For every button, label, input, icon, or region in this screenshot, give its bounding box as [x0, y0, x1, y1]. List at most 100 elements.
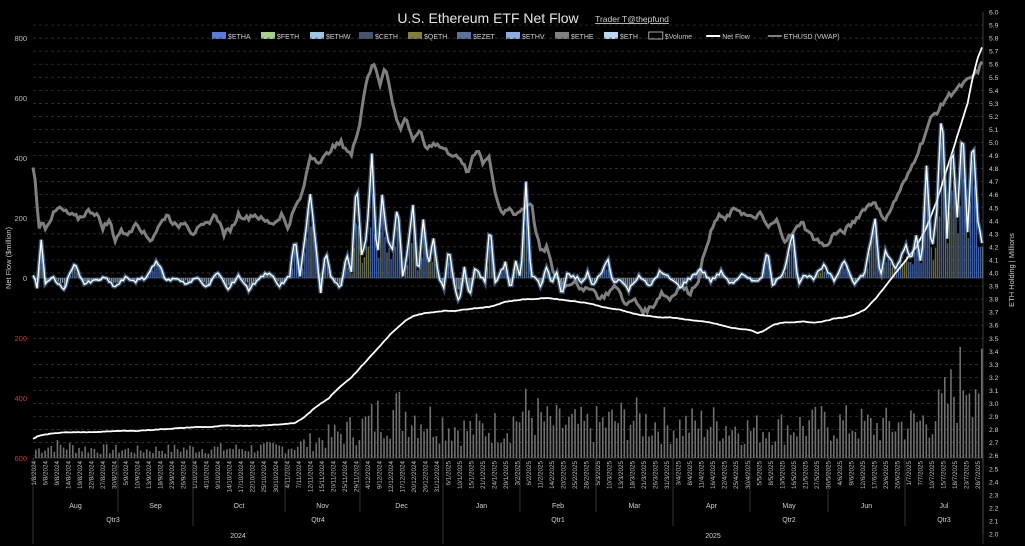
volume-bar [93, 448, 96, 458]
volume-bar [694, 420, 697, 458]
etf-flow-bar [396, 226, 398, 278]
volume-bar [617, 423, 619, 458]
legend-swatch [212, 32, 226, 39]
etf-flow-bar [930, 247, 933, 278]
volume-bar [512, 416, 515, 458]
month-label: Jul [940, 503, 949, 510]
x-tick-label: 22/10/2024 [250, 461, 257, 493]
etf-flow-bar [456, 278, 458, 290]
right-tick-label: 3.1 [989, 388, 999, 395]
volume-bar [601, 417, 604, 458]
volume-bar [53, 451, 56, 458]
volume-bar [290, 448, 293, 458]
etf-flow-bar [226, 278, 228, 286]
etf-flow-bar [628, 278, 631, 290]
volume-bar [124, 449, 127, 458]
volume-bar [802, 425, 804, 458]
etf-flow-bar [334, 278, 337, 281]
volume-bar [552, 425, 555, 458]
left-tick-label: 600 [14, 454, 27, 463]
etf-flow-bar [185, 278, 187, 281]
etf-flow-bar [205, 278, 207, 285]
legend-swatch [604, 32, 618, 39]
etf-flow-bar [973, 185, 976, 278]
etf-flow-bar [887, 259, 889, 278]
volume-bar [460, 445, 462, 458]
volume-bar [244, 451, 247, 458]
etf-flow-bar [624, 278, 626, 285]
etf-flow-bar [160, 270, 162, 278]
etf-flow-bar [519, 275, 522, 278]
volume-bar [885, 407, 888, 458]
etf-flow-bar [187, 278, 189, 283]
volume-bar [685, 415, 687, 458]
right-tick-label: 4.5 [989, 205, 999, 212]
etf-flow-bar [324, 264, 327, 278]
volume-bar [343, 443, 345, 458]
net-flow-line [32, 123, 983, 302]
quarter-label: Qtr3 [937, 517, 951, 524]
etf-flow-bar [376, 243, 378, 278]
volume-bar [44, 450, 46, 458]
etf-flow-bar [355, 223, 357, 278]
volume-bar [660, 443, 663, 458]
volume-bar [420, 424, 422, 458]
x-tick-label: 23/6/2025 [883, 461, 890, 490]
volume-bar [330, 437, 333, 458]
volume-bar [515, 421, 518, 458]
volume-bar [296, 446, 299, 458]
volume-bar [444, 440, 447, 458]
x-tick-label: 20/11/2024 [330, 461, 337, 493]
x-tick-label: 5/9/2024 [123, 461, 130, 486]
x-tick-label: 13/3/2025 [618, 461, 625, 490]
volume-bar [300, 441, 302, 458]
volume-bars [35, 346, 983, 458]
volume-bar [447, 428, 450, 458]
etf-flow-bar [942, 167, 945, 278]
volume-bar [611, 409, 613, 458]
x-tick-label: 3/4/2025 [676, 461, 683, 486]
right-tick-label: 4.7 [989, 179, 999, 186]
x-tick-label: 17/6/2025 [871, 461, 878, 490]
etf-flow-bar [392, 254, 394, 278]
volume-bar [309, 433, 311, 458]
x-tick-label: 8/5/2025 [768, 461, 775, 486]
etf-flow-bar [232, 278, 234, 283]
legend-swatch [648, 31, 664, 40]
right-tick-label: 5.1 [989, 127, 999, 134]
x-tick-label: 4/11/2024 [284, 461, 291, 489]
volume-bar [472, 434, 475, 458]
etf-flow-bar [883, 266, 885, 278]
volume-bar [851, 430, 854, 458]
x-tick-label: 31/3/2025 [664, 461, 671, 490]
volume-bar [90, 448, 93, 458]
volume-bar [429, 406, 432, 458]
etf-flow-bar [945, 225, 947, 278]
volume-bar [922, 415, 925, 458]
x-tick-label: 17/12/2024 [399, 461, 406, 493]
volume-bar [198, 451, 200, 458]
volume-bar [731, 430, 733, 458]
volume-bar [497, 442, 499, 458]
volume-bar [675, 438, 678, 458]
volume-bar [786, 425, 789, 458]
etf-flow-bar [503, 268, 505, 278]
volume-bar [484, 436, 487, 458]
volume-bar [102, 444, 105, 458]
left-tick-label: 200 [14, 214, 27, 223]
right-tick-label: 2.9 [989, 414, 999, 421]
chart-credit: Trader T@thepfund [595, 14, 669, 24]
year-label: 2025 [705, 533, 721, 540]
legend-label: Net Flow [722, 34, 751, 41]
etf-flow-bar [957, 233, 959, 278]
right-tick-label: 5.8 [989, 36, 999, 43]
volume-bar [259, 444, 262, 458]
volume-bar [823, 411, 826, 458]
volume-bar [155, 446, 157, 458]
left-tick-label: 200 [14, 334, 27, 343]
volume-bar [571, 413, 573, 458]
volume-bar [352, 437, 355, 458]
x-tick-label: 16/5/2025 [791, 461, 798, 490]
right-tick-label: 3.6 [989, 323, 999, 330]
volume-bar [263, 443, 265, 458]
